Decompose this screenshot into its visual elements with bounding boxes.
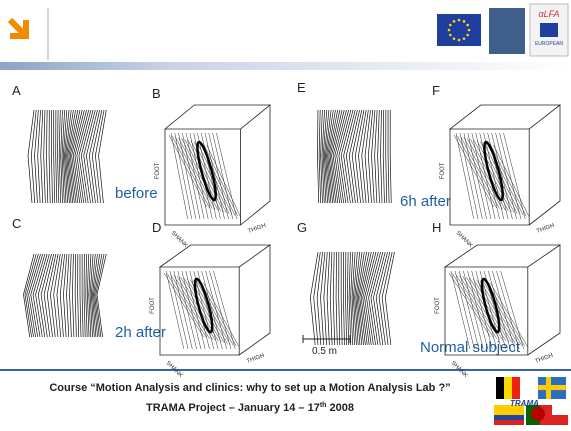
footer-line2: TRAMA Project – January 14 – 17th 2008 [146, 402, 354, 414]
slide: αLFA EUROPEAN Course “Motion Analysis an… [0, 0, 571, 431]
axis-label: SHANK [170, 230, 189, 249]
footer-date: TRAMA Project – January 14 – 17 [146, 402, 320, 414]
eu-star [453, 20, 456, 23]
alfa-text: αLFA [539, 9, 560, 19]
axis-label: FOOT [440, 162, 446, 179]
panel-letter: A [12, 83, 21, 98]
eu-star [458, 39, 461, 42]
eu-star [466, 24, 469, 27]
stick-figure [310, 252, 394, 345]
panel-letter: E [297, 80, 306, 95]
panel-letter: C [12, 216, 21, 231]
condition-label: 6h after [400, 193, 451, 210]
footer-line1: Course “Motion Analysis and clinics: why… [49, 382, 450, 394]
axis-label: FOOT [435, 297, 441, 314]
axis-label: THIGH [247, 223, 267, 235]
footer-year: 2008 [326, 402, 354, 414]
eu-star [458, 19, 461, 22]
eu-star [466, 34, 469, 37]
alfa-flag [540, 23, 558, 37]
panel-letter: D [152, 220, 161, 235]
alfa-sub: EUROPEAN [535, 41, 563, 47]
panel-letter: G [297, 220, 307, 235]
stick-figure [317, 110, 391, 203]
plot-surface [169, 133, 241, 219]
axis-label: SHANK [455, 230, 474, 249]
condition-label: 2h after [115, 324, 166, 341]
eu-star [448, 29, 451, 32]
axis-label: FOOT [150, 297, 156, 314]
condition-label: Normal subject [420, 339, 521, 356]
eu-star [468, 29, 471, 32]
plot-box [165, 105, 270, 225]
scale-label: 0.5 m [312, 346, 337, 357]
stick-figure [23, 254, 106, 337]
eu-star [449, 34, 452, 37]
stick-figure [28, 110, 106, 203]
axis-label: THIGH [246, 353, 266, 365]
eu-star [463, 37, 466, 40]
panel-letter: B [152, 86, 161, 101]
logo-image [489, 8, 525, 54]
slide-canvas: αLFA EUROPEAN Course “Motion Analysis an… [0, 0, 571, 431]
panel-letter: F [432, 83, 440, 98]
axis-label: THIGH [534, 353, 554, 365]
plot-surface [454, 133, 529, 219]
eu-star [453, 37, 456, 40]
eu-star [449, 24, 452, 27]
trama-logo: TRAMA [510, 399, 539, 408]
arrow-icon [10, 20, 26, 36]
axis-label: FOOT [155, 162, 161, 179]
panel-letter: H [432, 220, 441, 235]
eu-star [463, 20, 466, 23]
axis-label: THIGH [536, 223, 556, 235]
header-band [0, 62, 571, 70]
condition-label: before [115, 185, 158, 202]
